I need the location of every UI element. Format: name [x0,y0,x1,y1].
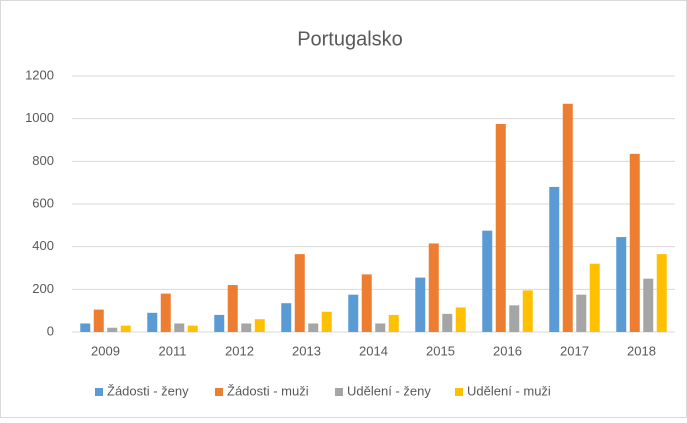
x-tick-label: 2017 [560,343,589,358]
bar [107,327,118,332]
y-tick-label: 800 [32,153,54,168]
bar [495,124,506,332]
x-tick-label: 2011 [159,343,187,358]
legend-label: Udělení - ženy [347,383,431,398]
legend-swatch [335,388,343,396]
bar [522,290,533,332]
bar [160,293,171,332]
legend-swatch [455,388,463,396]
bar [643,278,654,332]
bar [321,311,332,332]
x-tick-label: 2012 [225,343,254,358]
bar [375,323,386,332]
bar [549,186,560,332]
bar [174,323,185,332]
bar [147,312,158,332]
bar [455,307,466,332]
x-tick-label: 2014 [359,343,388,358]
y-tick-label: 600 [32,195,54,210]
bar [562,103,573,332]
bar [388,314,399,332]
bar [442,313,453,332]
y-tick-label: 400 [32,238,54,253]
bar [616,237,627,332]
bar [415,277,426,332]
y-tick-label: 1200 [25,67,54,82]
bar [241,323,252,332]
x-tick-label: 2018 [627,343,656,358]
bar [294,254,305,332]
bar [509,305,520,332]
legend-label: Udělení - muži [467,383,551,398]
y-tick-label: 1000 [25,110,54,125]
legend-swatch [215,388,223,396]
bar [120,325,131,332]
legend-label: Žádosti - ženy [107,383,189,398]
bar [254,319,265,332]
x-tick-label: 2009 [91,343,120,358]
bar [187,325,198,332]
bar [576,294,587,332]
x-tick-label: 2015 [426,343,455,358]
bar [348,294,359,332]
bar [428,243,439,332]
y-tick-label: 0 [47,323,54,338]
x-tick-label: 2013 [292,343,321,358]
bar [281,303,292,332]
bar [361,274,372,332]
chart-title: Portugalsko [297,28,403,50]
y-tick-label: 200 [32,281,54,296]
bar [308,323,319,332]
bar [227,285,238,332]
bar [656,254,667,332]
bar [80,323,91,332]
bar [629,153,640,332]
bar [93,309,104,332]
legend-label: Žádosti - muži [227,383,309,398]
bar [589,263,600,332]
legend-swatch [95,388,103,396]
bar [482,230,493,332]
x-tick-label: 2016 [493,343,522,358]
bar [214,314,225,332]
